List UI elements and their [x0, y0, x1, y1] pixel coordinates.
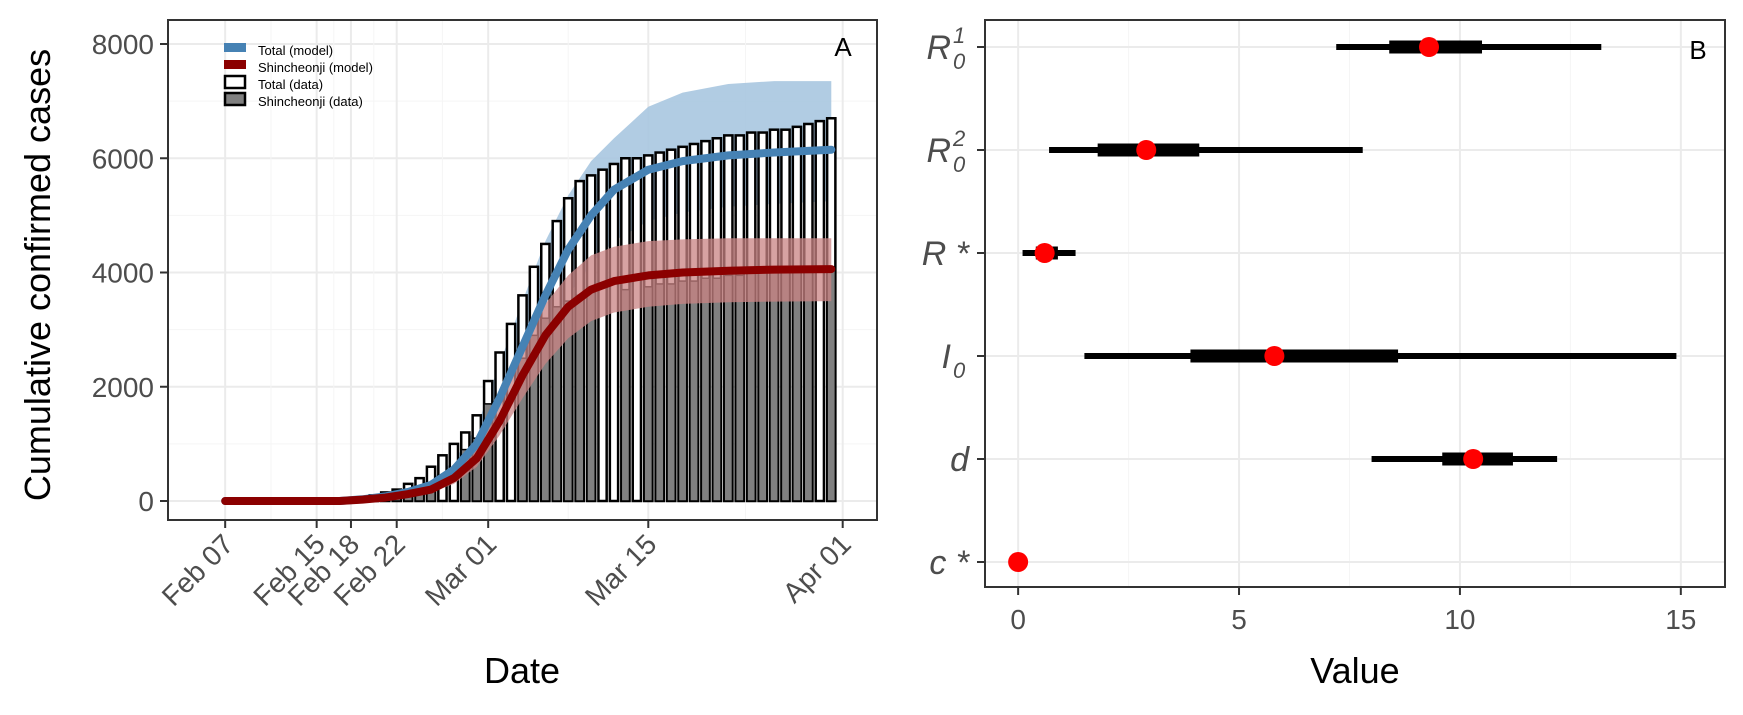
- bar-total-data: [608, 162, 620, 503]
- x-tick-label: 0: [1010, 604, 1026, 635]
- x-tick-label: 10: [1444, 604, 1475, 635]
- bar-shincheonji-data: [666, 283, 677, 502]
- median-point: [1034, 243, 1055, 263]
- y-tick-label: 0: [138, 486, 154, 517]
- param-subscript: 0: [953, 358, 966, 383]
- x-tick-label: Mar 15: [579, 528, 663, 612]
- param-subscript: 0: [953, 49, 966, 74]
- legend-label-shincheonji-data: Shincheonji (data): [258, 94, 363, 109]
- param-symbol: R: [926, 132, 951, 170]
- bar-shincheonji-data: [586, 291, 596, 502]
- param-subscript: 0: [953, 152, 966, 177]
- bar-total-data: [631, 157, 643, 503]
- median-point: [1463, 449, 1484, 469]
- median-point: [1136, 140, 1157, 160]
- panel-b-x-ticks: 0 5 10 15: [1010, 587, 1696, 635]
- legend-key-total-data: [223, 74, 247, 90]
- median-point: [1419, 37, 1439, 57]
- param-symbol: R: [926, 29, 951, 67]
- y-tick-label: 2000: [92, 372, 154, 403]
- panel-a-legend: Total (model) Shincheonji (model) Total …: [223, 43, 373, 109]
- panel-b-x-axis-title: Value: [1310, 650, 1399, 691]
- legend-label-total-model: Total (model): [258, 43, 333, 58]
- median-point: [1008, 552, 1029, 572]
- bar-total-data: [597, 168, 608, 503]
- bar-shincheonji-data: [689, 280, 699, 502]
- panel-b-y-ticks: R 10R 20R *I 0dc *: [922, 23, 985, 582]
- bar-shincheonji-data: [746, 271, 757, 502]
- bar-shincheonji-data: [723, 274, 734, 502]
- param-label: R 20: [926, 126, 966, 177]
- bar-shincheonji-data: [826, 266, 837, 502]
- x-tick-label: Mar 01: [419, 528, 503, 612]
- panel-b-background: [985, 20, 1725, 587]
- bar-total-data: [814, 119, 826, 503]
- bar-shincheonji-data: [757, 271, 768, 502]
- param-symbol: R *: [922, 235, 971, 273]
- panel-b-intervals: [1008, 37, 1677, 572]
- legend-key-shincheonji-model: [224, 60, 246, 69]
- legend-label-total-data: Total (data): [258, 77, 323, 92]
- bar-shincheonji-data: [769, 271, 779, 502]
- y-tick-label: 6000: [92, 143, 154, 174]
- bar-shincheonji-data: [654, 283, 665, 502]
- bar-shincheonji-data: [803, 268, 814, 502]
- panel-a-model-lines: [221, 145, 836, 505]
- legend-key-shincheonji-data: [223, 91, 247, 107]
- bar-shincheonji-data: [792, 268, 802, 502]
- bar-shincheonji-data: [734, 274, 745, 502]
- panel-a-bars: [345, 117, 837, 503]
- bar-shincheonji-data: [643, 286, 654, 502]
- line-shincheonji-model: [221, 265, 836, 505]
- param-label: R *: [922, 235, 971, 273]
- x-tick-label: 5: [1231, 604, 1247, 635]
- bar-shincheonji-data: [712, 277, 722, 502]
- panel-a-tag: A: [834, 32, 852, 62]
- param-superscript: 1: [953, 23, 965, 48]
- panel-a-y-axis-title: Cumulative confirmed cases: [17, 49, 58, 501]
- param-symbol: I: [942, 338, 952, 376]
- param-label: R 10: [926, 23, 966, 74]
- param-label: d: [950, 441, 970, 479]
- legend-key-total-model: [224, 43, 246, 52]
- bar-shincheonji-data: [620, 288, 631, 502]
- panel-a-border: [167, 19, 878, 521]
- panel-b-tag: B: [1689, 35, 1706, 65]
- param-label: c *: [929, 544, 970, 582]
- bar-shincheonji-data: [677, 280, 688, 502]
- median-point: [1264, 346, 1285, 366]
- bar-shincheonji-data: [780, 268, 791, 502]
- param-superscript: 2: [952, 126, 965, 151]
- param-symbol: d: [950, 441, 970, 479]
- legend-label-shincheonji-model: Shincheonji (model): [258, 60, 373, 75]
- panel-b-border: [984, 19, 1726, 588]
- x-tick-label: 15: [1665, 604, 1696, 635]
- panel-a-x-axis-title: Date: [484, 650, 560, 691]
- bar-shincheonji-data: [700, 277, 711, 502]
- panel-b: 0 5 10 15 R 10R 20R *I 0dc * B Value: [922, 19, 1726, 691]
- y-tick-label: 8000: [92, 29, 154, 60]
- y-tick-label: 4000: [92, 258, 154, 289]
- panel-a-y-ticks: 0 2000 4000 6000 8000: [92, 29, 168, 517]
- x-tick-label: Apr 01: [777, 528, 857, 608]
- x-tick-label: Feb 07: [156, 528, 240, 612]
- param-symbol: c *: [929, 544, 970, 582]
